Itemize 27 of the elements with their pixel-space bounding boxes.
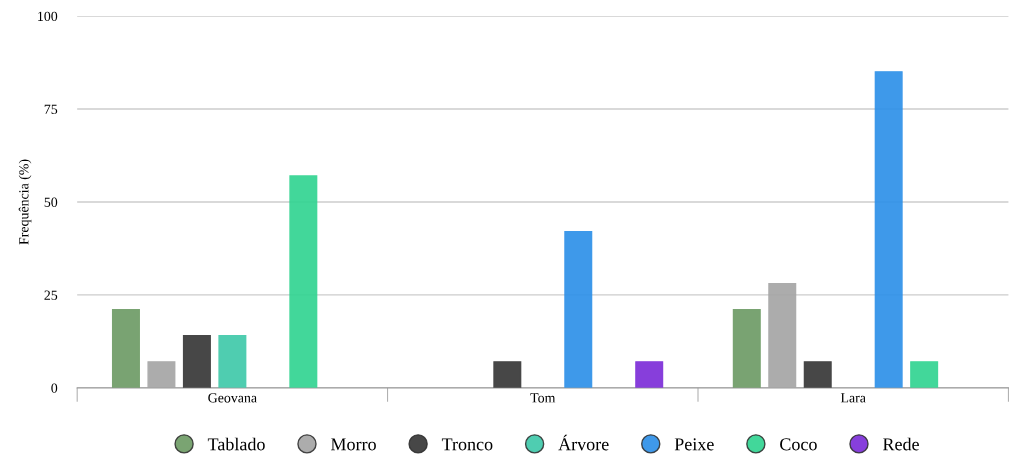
bar [289, 175, 318, 388]
legend-label: Peixe [674, 438, 714, 451]
x-tick-label: Lara [840, 393, 866, 403]
y-tick-label: 75 [44, 104, 58, 114]
y-tick-label: 0 [51, 383, 58, 393]
legend-label: Tablado [207, 437, 265, 451]
x-tick-label: Tom [530, 393, 556, 403]
bar [564, 231, 593, 388]
legend-label: Rede [882, 437, 919, 451]
y-tick-label: 50 [44, 197, 58, 207]
bar [111, 309, 140, 388]
bar [182, 335, 211, 388]
bar [493, 361, 522, 388]
x-tick-label: Geovana [208, 393, 257, 403]
legend-label: Coco [780, 438, 817, 451]
bar [803, 361, 832, 388]
bar [732, 309, 761, 388]
legend-label: Tronco [441, 438, 493, 451]
bar [874, 71, 903, 388]
legend-label: Árvore [558, 434, 609, 451]
legend-label: Morro [330, 438, 376, 451]
bar [910, 361, 939, 388]
y-tick-label: 100 [38, 11, 58, 22]
y-axis-title: Frequência (%) [18, 159, 32, 245]
bar [635, 361, 664, 388]
bar [218, 335, 247, 388]
y-tick-label: 25 [44, 290, 58, 300]
